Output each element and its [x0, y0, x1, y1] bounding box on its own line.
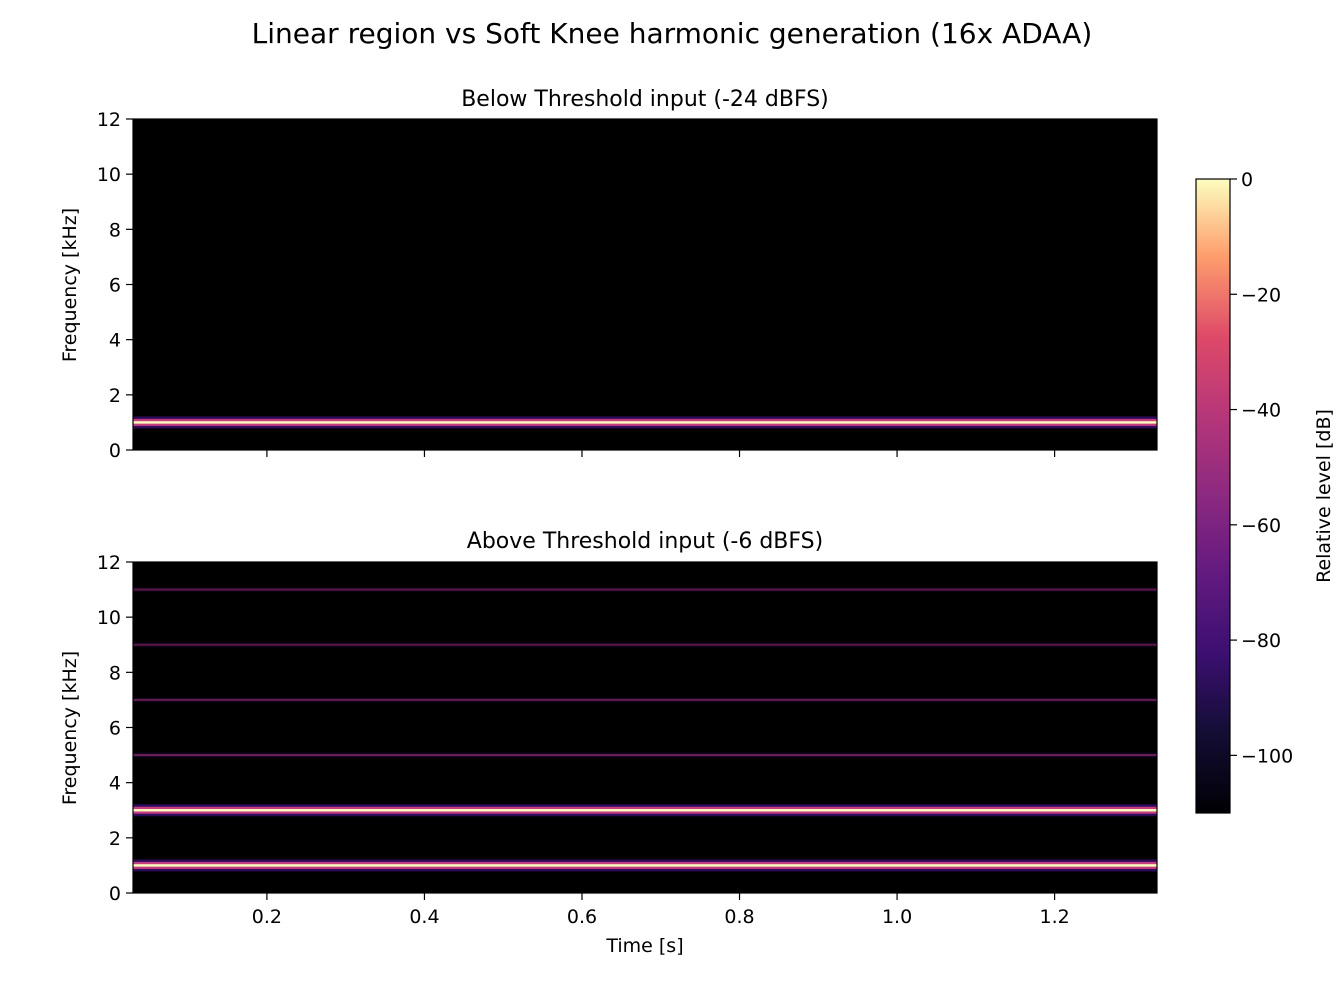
- bottom-x-tick-label: 0.6: [567, 906, 597, 928]
- colorbar-tick-label: −80: [1241, 630, 1281, 652]
- bottom-y-tick-label: 0: [109, 883, 121, 905]
- top-harmonic-lines: [133, 416, 1157, 429]
- bottom-harmonic-line: [133, 587, 1157, 593]
- colorbar-label: Relative level [dB]: [1313, 409, 1335, 583]
- colorbar-gradient: [1195, 178, 1231, 814]
- colorbar-tick-label: 0: [1241, 169, 1253, 191]
- bottom-y-axis: 0 2 4 6 8 10 12: [97, 552, 133, 905]
- bottom-spectrogram-background: [133, 562, 1157, 893]
- colorbar-tick-label: −60: [1241, 515, 1281, 537]
- figure-title: Linear region vs Soft Knee harmonic gene…: [252, 17, 1093, 50]
- top-y-tick-label: 4: [109, 330, 121, 352]
- bottom-x-axis: 0.2 0.4 0.6 0.8 1.0 1.2: [252, 893, 1070, 928]
- bottom-harmonic-line: [133, 697, 1157, 703]
- top-harmonic-line: [133, 416, 1157, 429]
- bottom-harmonic-line: [133, 752, 1157, 758]
- top-y-tick-label: 2: [109, 385, 121, 407]
- colorbar-ticks: 0 −20 −40 −60 −80 −100: [1230, 169, 1293, 767]
- top-y-tick-label: 10: [97, 164, 121, 186]
- top-panel: Below Threshold input (-24 dBFS) 0 2 4 6 8 10…: [59, 87, 1158, 462]
- bottom-y-tick-label: 10: [97, 607, 121, 629]
- bottom-y-axis-label: Frequency [kHz]: [59, 651, 81, 805]
- bottom-x-tick-label: 0.2: [252, 906, 282, 928]
- colorbar: 0 −20 −40 −60 −80 −100 Relative level [dB]: [1195, 169, 1335, 814]
- colorbar-tick-label: −100: [1241, 745, 1293, 767]
- bottom-panel-title: Above Threshold input (-6 dBFS): [467, 529, 823, 554]
- top-panel-title: Below Threshold input (-24 dBFS): [461, 87, 829, 112]
- bottom-harmonic-line: [133, 642, 1157, 648]
- top-y-tick-label: 12: [97, 109, 121, 131]
- top-y-tick-label: 8: [109, 219, 121, 241]
- top-spectrogram-background: [133, 119, 1157, 450]
- colorbar-tick-label: −40: [1241, 400, 1281, 422]
- top-y-axis: 0 2 4 6 8 10 12: [97, 109, 133, 462]
- bottom-y-tick-label: 8: [109, 662, 121, 684]
- colorbar-tick-label: −20: [1241, 284, 1281, 306]
- top-y-tick-label: 0: [109, 440, 121, 462]
- top-y-tick-label: 6: [109, 275, 121, 297]
- bottom-y-tick-label: 2: [109, 828, 121, 850]
- bottom-y-tick-label: 12: [97, 552, 121, 574]
- bottom-x-tick-label: 1.0: [882, 906, 912, 928]
- bottom-x-tick-label: 1.2: [1039, 906, 1069, 928]
- top-y-axis-label: Frequency [kHz]: [59, 208, 81, 362]
- bottom-y-tick-label: 4: [109, 773, 121, 795]
- bottom-harmonic-line: [133, 859, 1157, 872]
- bottom-x-tick-label: 0.4: [409, 906, 439, 928]
- bottom-y-tick-label: 6: [109, 718, 121, 740]
- bottom-x-tick-label: 0.8: [724, 906, 754, 928]
- top-x-axis: [266, 450, 1056, 457]
- bottom-harmonic-line: [133, 804, 1157, 817]
- bottom-harmonic-lines: [133, 587, 1157, 872]
- bottom-panel: Above Threshold input (-6 dBFS) 0 2 4 6 8 10 1…: [59, 529, 1158, 957]
- bottom-x-axis-label: Time [s]: [605, 935, 683, 957]
